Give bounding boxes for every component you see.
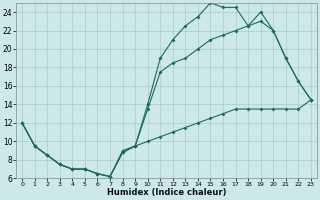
- X-axis label: Humidex (Indice chaleur): Humidex (Indice chaleur): [107, 188, 226, 197]
